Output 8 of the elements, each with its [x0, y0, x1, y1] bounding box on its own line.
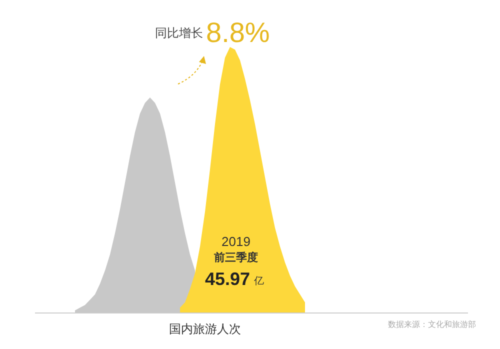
x-axis-title: 国内旅游人次 [169, 322, 241, 336]
text: 同比增长 [155, 26, 203, 40]
annotation: 亿 [253, 276, 264, 287]
annotation: 前三季度 [213, 251, 258, 264]
annotation: 8.8% [206, 17, 270, 48]
annotation: 2019 [222, 234, 250, 249]
source-note: 数据来源：文化和旅游部 [388, 320, 476, 329]
annotation: 45.97 [204, 269, 250, 289]
